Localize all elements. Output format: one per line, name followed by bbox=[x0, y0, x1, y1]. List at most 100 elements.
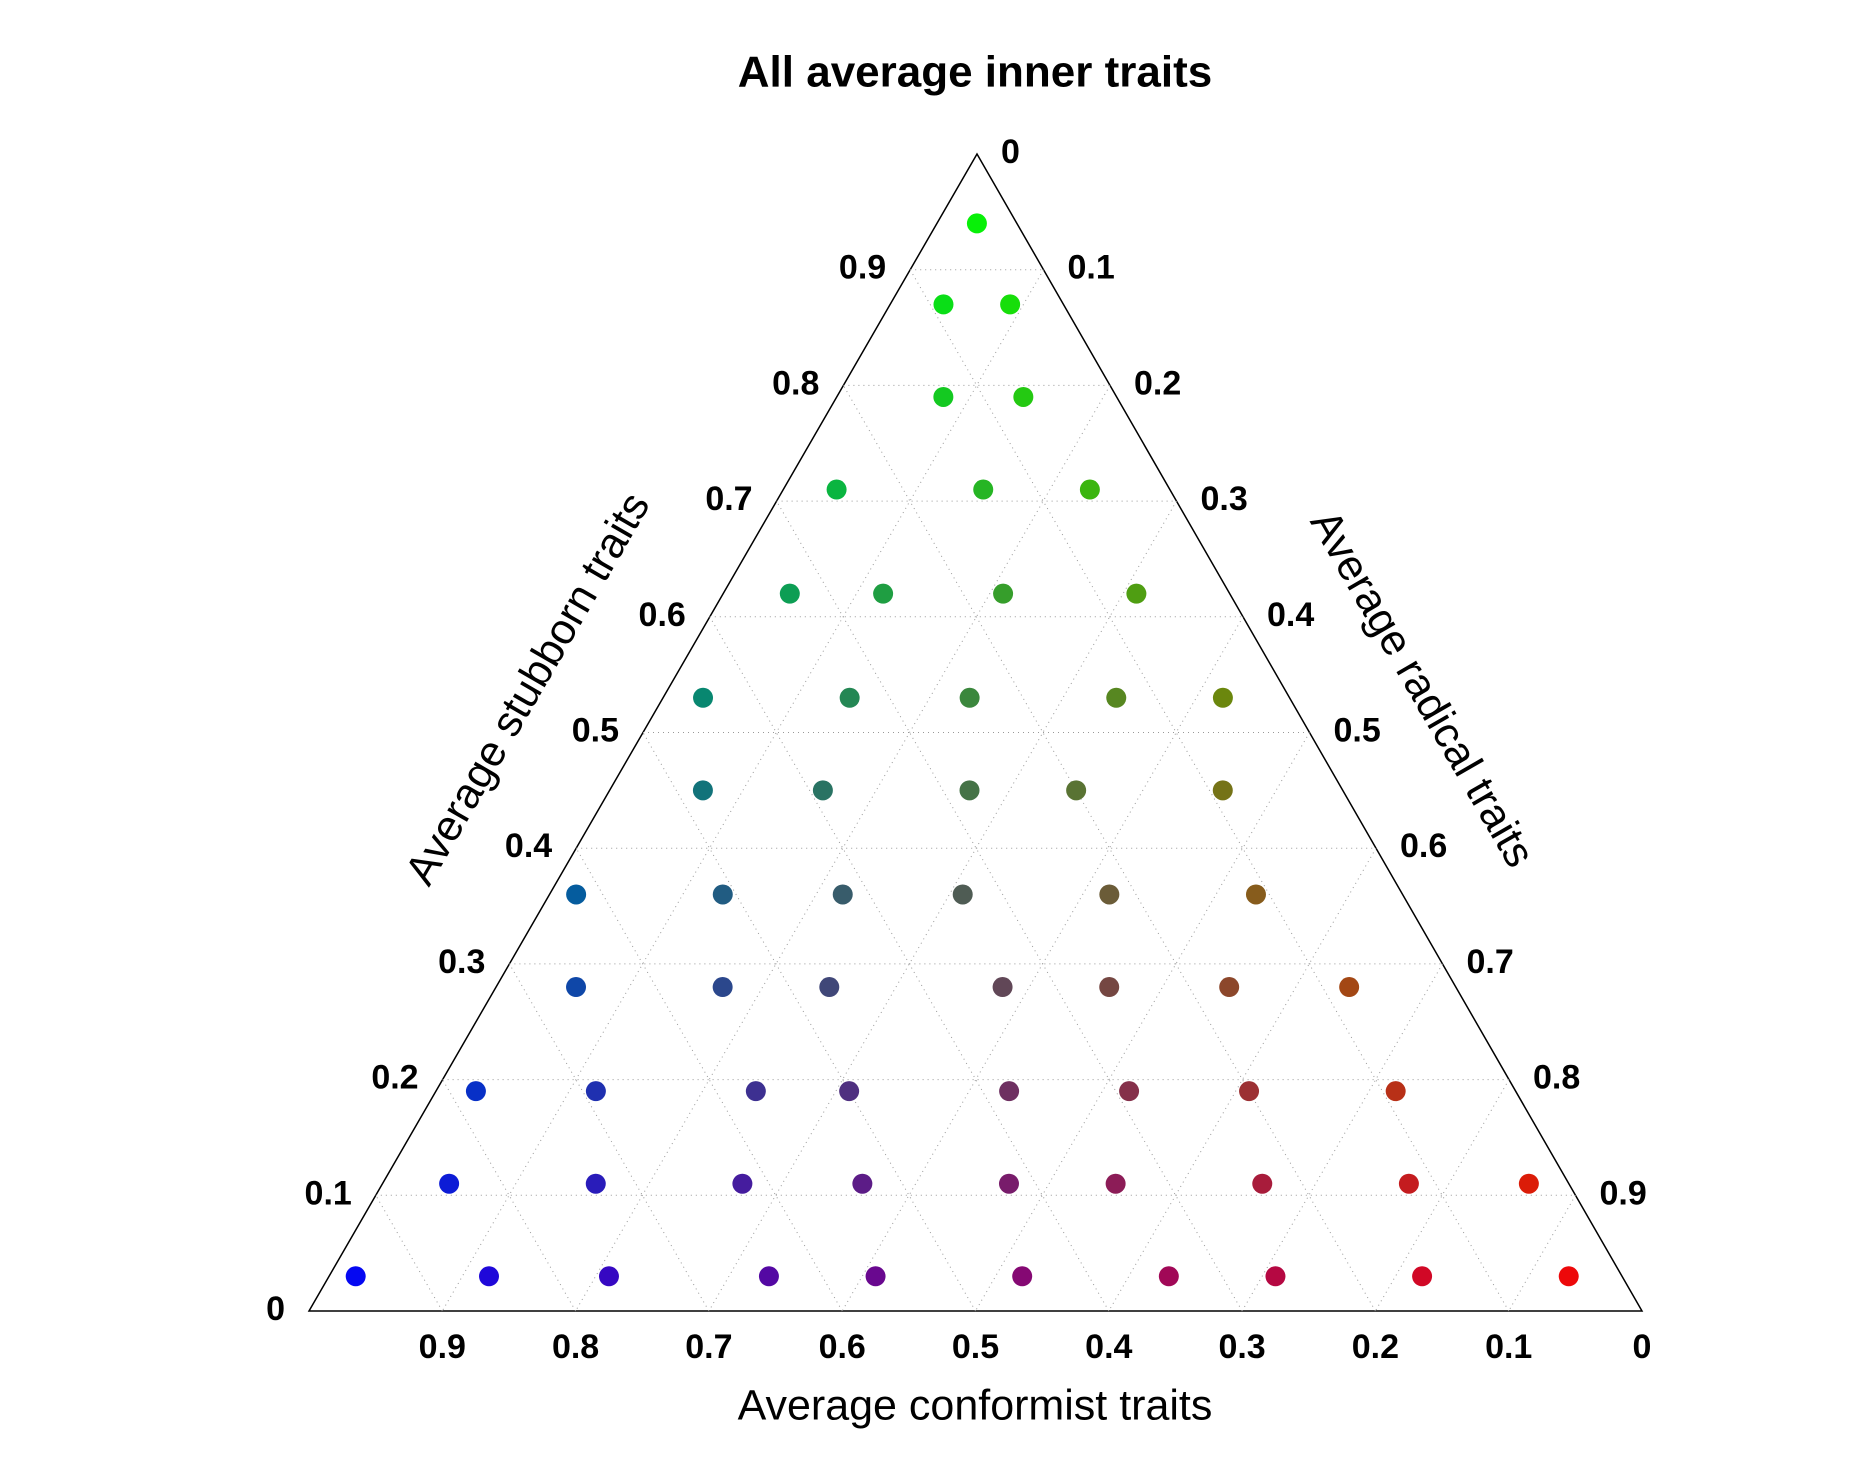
data-point bbox=[832, 884, 853, 905]
data-point bbox=[1119, 1081, 1140, 1102]
grid-line bbox=[1241, 963, 1443, 1312]
left-tick-label: 0.1 bbox=[305, 1174, 352, 1212]
right-tick-label: 0.8 bbox=[1533, 1059, 1580, 1097]
data-point bbox=[1126, 583, 1147, 604]
left-tick-label: 0.3 bbox=[438, 943, 485, 981]
data-point bbox=[732, 1173, 753, 1194]
data-point bbox=[1212, 687, 1233, 708]
data-point bbox=[345, 1266, 366, 1287]
chart-title: All average inner traits bbox=[738, 48, 1212, 97]
grid-line bbox=[842, 385, 1376, 1312]
data-point bbox=[973, 479, 994, 500]
grid-line bbox=[1508, 1195, 1576, 1312]
bottom-tick-label: 0.9 bbox=[419, 1328, 466, 1366]
left-tick-label: 0.9 bbox=[839, 249, 886, 287]
bottom-tick-label: 0.6 bbox=[819, 1328, 866, 1366]
data-point bbox=[1099, 884, 1120, 905]
right-tick-label: 0.1 bbox=[1068, 249, 1115, 287]
left-tick-label: 0.7 bbox=[705, 480, 752, 518]
data-point bbox=[1245, 884, 1266, 905]
grid-line bbox=[642, 732, 976, 1312]
data-point bbox=[1013, 386, 1034, 407]
left-tick-label: 0.6 bbox=[639, 596, 686, 634]
grid-line bbox=[909, 269, 1510, 1312]
left-tick-label: 0 bbox=[266, 1290, 285, 1328]
data-point bbox=[1066, 780, 1087, 801]
right-tick-label: 0.4 bbox=[1267, 596, 1314, 634]
bottom-tick-label: 0.1 bbox=[1485, 1328, 1532, 1366]
grid-line bbox=[441, 269, 1044, 1312]
data-point bbox=[1105, 1173, 1126, 1194]
data-point bbox=[933, 386, 954, 407]
data-point bbox=[998, 1173, 1019, 1194]
grid-line bbox=[508, 963, 710, 1312]
bottom-tick-label: 0.2 bbox=[1352, 1328, 1399, 1366]
data-point bbox=[819, 977, 840, 998]
data-point bbox=[999, 1081, 1020, 1102]
right-tick-label: 0 bbox=[1001, 133, 1020, 171]
data-point bbox=[1239, 1081, 1260, 1102]
data-point bbox=[1385, 1081, 1406, 1102]
bottom-tick-label: 0 bbox=[1633, 1328, 1652, 1366]
left-tick-label: 0.4 bbox=[505, 827, 552, 865]
data-point bbox=[865, 1266, 886, 1287]
right-tick-label: 0.3 bbox=[1201, 480, 1248, 518]
data-point bbox=[959, 780, 980, 801]
data-point bbox=[693, 687, 714, 708]
left-tick-label: 0.8 bbox=[772, 364, 819, 402]
bottom-tick-label: 0.5 bbox=[952, 1328, 999, 1366]
grid-line bbox=[841, 616, 1244, 1312]
right-tick-label: 0.9 bbox=[1600, 1174, 1647, 1212]
data-point bbox=[1219, 977, 1240, 998]
data-point bbox=[1412, 1266, 1433, 1287]
data-point bbox=[1518, 1173, 1539, 1194]
data-point bbox=[933, 294, 954, 315]
data-point bbox=[959, 687, 980, 708]
data-point bbox=[966, 213, 987, 234]
data-point bbox=[1106, 687, 1127, 708]
data-point bbox=[1099, 977, 1120, 998]
data-point bbox=[1252, 1173, 1273, 1194]
data-point bbox=[1012, 1266, 1033, 1287]
grid-line bbox=[776, 500, 1243, 1312]
left-tick-label: 0.2 bbox=[371, 1059, 418, 1097]
data-point bbox=[992, 977, 1013, 998]
bottom-tick-label: 0.3 bbox=[1218, 1328, 1265, 1366]
data-point bbox=[839, 1081, 860, 1102]
data-point bbox=[993, 583, 1014, 604]
data-point bbox=[1339, 977, 1360, 998]
data-point bbox=[745, 1081, 766, 1102]
bottom-axis-label: Average conformist traits bbox=[738, 1381, 1213, 1429]
data-point bbox=[1000, 294, 1021, 315]
left-tick-label: 0.5 bbox=[572, 711, 619, 749]
data-point bbox=[1398, 1173, 1419, 1194]
data-point bbox=[852, 1173, 873, 1194]
grid-line bbox=[975, 732, 1310, 1312]
data-point bbox=[439, 1173, 460, 1194]
data-point bbox=[1212, 780, 1233, 801]
data-point bbox=[1158, 1266, 1179, 1287]
grid-line bbox=[709, 616, 1110, 1312]
bottom-tick-label: 0.4 bbox=[1085, 1328, 1132, 1366]
data-point bbox=[839, 687, 860, 708]
data-point bbox=[692, 780, 713, 801]
right-tick-label: 0.2 bbox=[1134, 364, 1181, 402]
bottom-tick-label: 0.7 bbox=[685, 1328, 732, 1366]
data-point bbox=[712, 884, 733, 905]
data-point bbox=[758, 1266, 779, 1287]
data-point bbox=[566, 884, 587, 905]
data-point bbox=[598, 1266, 619, 1287]
grid-line bbox=[375, 1195, 443, 1312]
data-point bbox=[952, 884, 973, 905]
data-point bbox=[826, 479, 847, 500]
data-point bbox=[566, 977, 587, 998]
grid-line bbox=[1108, 847, 1377, 1312]
data-point bbox=[779, 583, 800, 604]
data-point bbox=[585, 1173, 606, 1194]
data-point bbox=[585, 1081, 606, 1102]
grid-line bbox=[575, 385, 1111, 1312]
data-point bbox=[479, 1266, 499, 1287]
data-point bbox=[465, 1081, 486, 1102]
